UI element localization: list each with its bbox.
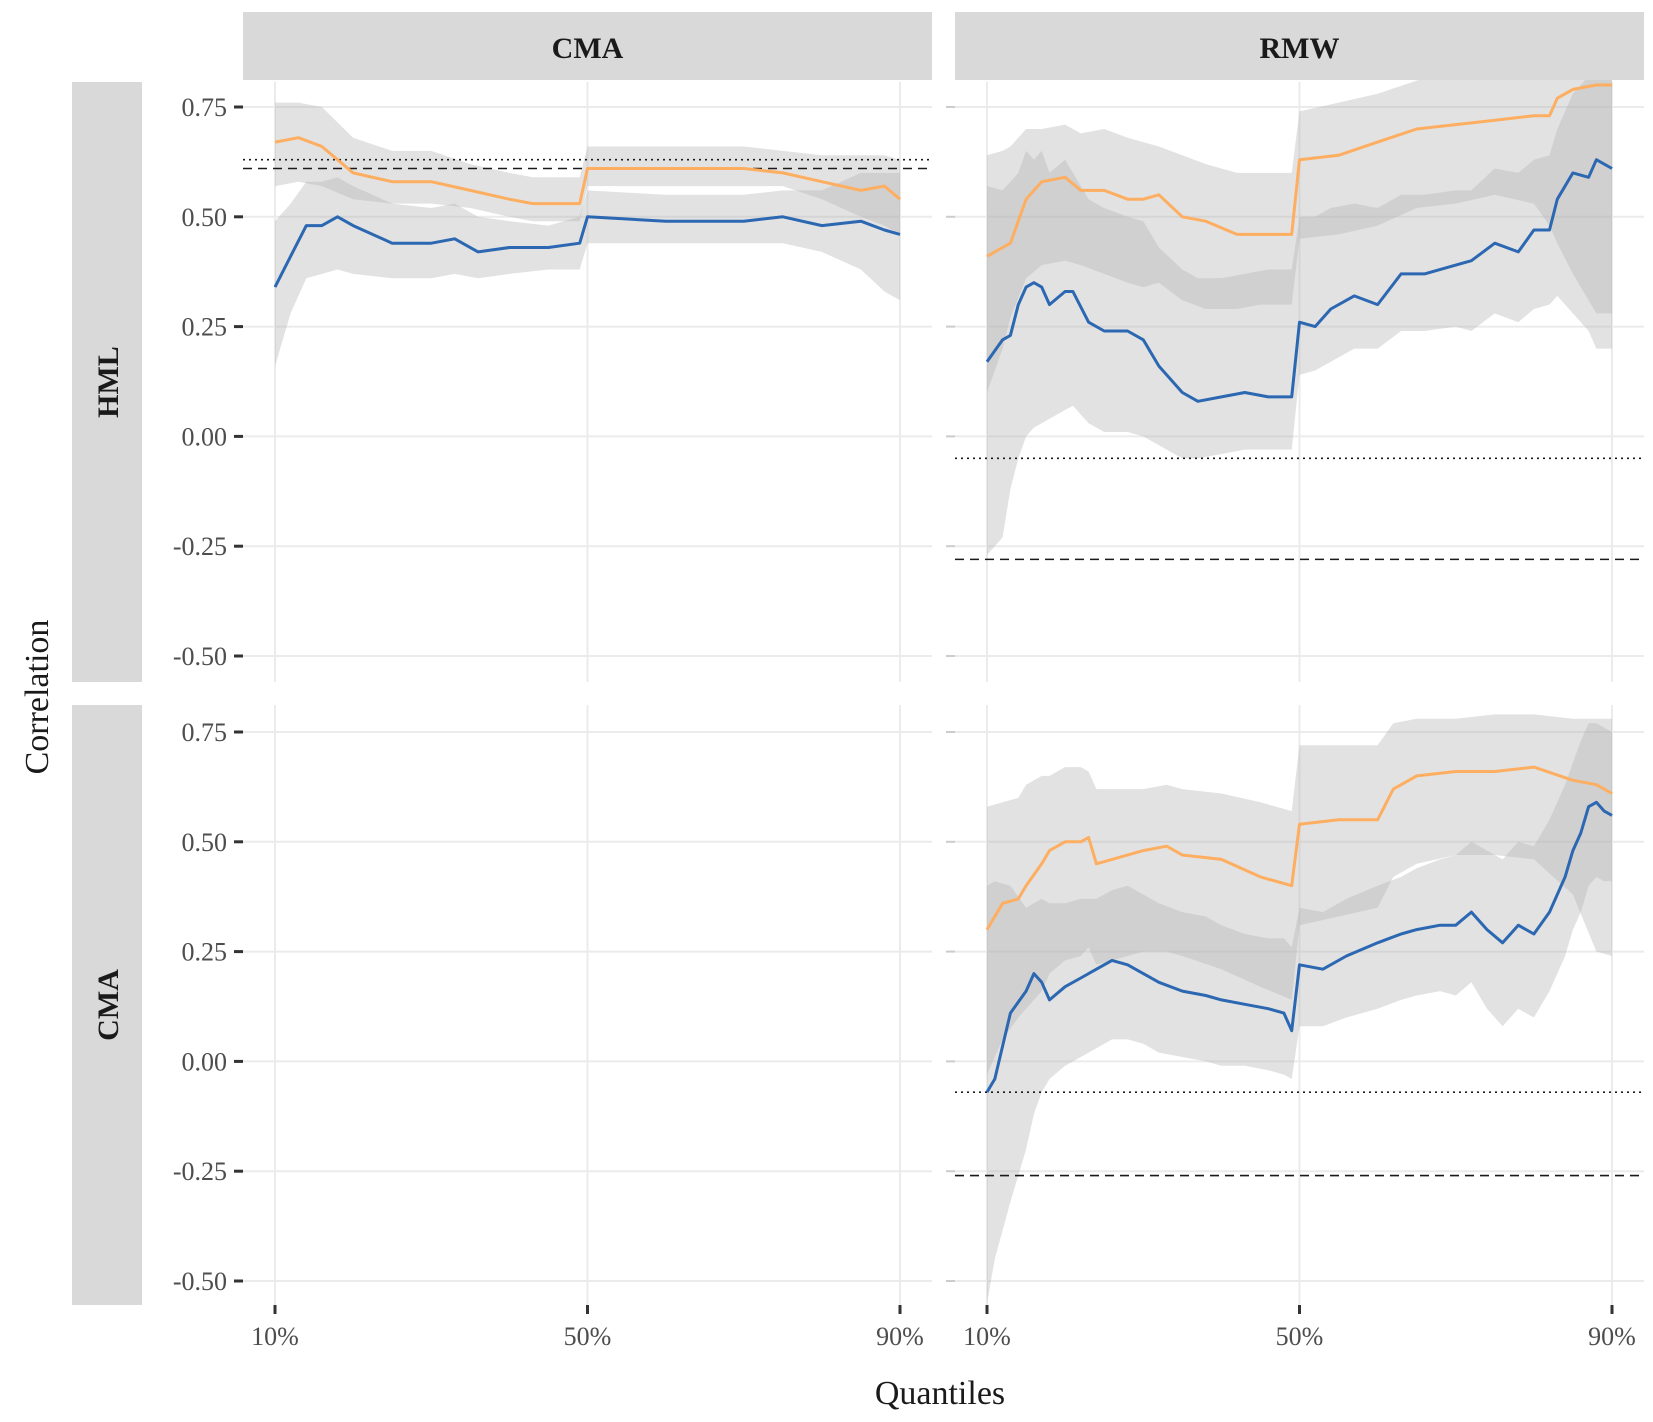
x-tick-label: 90% bbox=[876, 1322, 924, 1351]
y-tick-label: -0.50 bbox=[173, 1267, 227, 1296]
x-tick-label: 90% bbox=[1588, 1322, 1636, 1351]
x-tick-label: 50% bbox=[1276, 1322, 1324, 1351]
strips-layer: CMA RMW HML CMA bbox=[72, 12, 1644, 1305]
y-tick-label: 0.00 bbox=[182, 1047, 228, 1076]
row-strip-bg bbox=[72, 82, 142, 682]
confidence-band bbox=[987, 714, 1612, 1075]
y-axis-title: Correlation bbox=[19, 620, 56, 775]
col-strip-bg bbox=[955, 12, 1644, 80]
col-strip-bg bbox=[243, 12, 932, 80]
x-tick-label: 50% bbox=[564, 1322, 612, 1351]
axes-layer: 0.75 0.50 0.25 0.00 -0.25 -0.50 0.75 0.50 0.25 0.… bbox=[173, 93, 1636, 1351]
x-axis-title: Quantiles bbox=[875, 1375, 1005, 1412]
row-strip-bg bbox=[72, 705, 142, 1305]
panel bbox=[955, 49, 1644, 682]
series-line bbox=[985, 765, 1613, 931]
x-tick-label: 10% bbox=[251, 1322, 299, 1351]
series-line bbox=[985, 800, 1613, 1093]
series-line bbox=[986, 83, 1612, 258]
confidence-band bbox=[987, 723, 1612, 1303]
col-strip-label: RMW bbox=[1260, 32, 1340, 65]
panels-layer bbox=[243, 49, 1644, 1305]
y-tick-label: 0.75 bbox=[182, 93, 228, 122]
y-tick-label: -0.50 bbox=[173, 642, 227, 671]
panel bbox=[955, 705, 1644, 1305]
confidence-band bbox=[987, 49, 1612, 393]
y-tick-label: 0.25 bbox=[182, 313, 228, 342]
y-tick-label: 0.00 bbox=[182, 422, 228, 451]
y-tick-label: -0.25 bbox=[173, 1157, 227, 1186]
series-line bbox=[273, 215, 901, 288]
col-strip-label: CMA bbox=[552, 32, 624, 65]
confidence-band bbox=[987, 67, 1612, 555]
row-strip-label: CMA bbox=[92, 969, 125, 1041]
y-tick-label: 0.75 bbox=[182, 718, 228, 747]
y-tick-label: -0.25 bbox=[173, 532, 227, 561]
y-tick-label: 0.50 bbox=[182, 828, 228, 857]
series-line bbox=[985, 158, 1613, 403]
series-line bbox=[274, 136, 901, 206]
y-tick-label: 0.25 bbox=[182, 938, 228, 967]
y-tick-label: 0.50 bbox=[182, 203, 228, 232]
row-strip-label: HML bbox=[92, 346, 125, 418]
x-tick-label: 10% bbox=[963, 1322, 1011, 1351]
panel bbox=[243, 82, 932, 682]
panel bbox=[243, 705, 932, 1305]
